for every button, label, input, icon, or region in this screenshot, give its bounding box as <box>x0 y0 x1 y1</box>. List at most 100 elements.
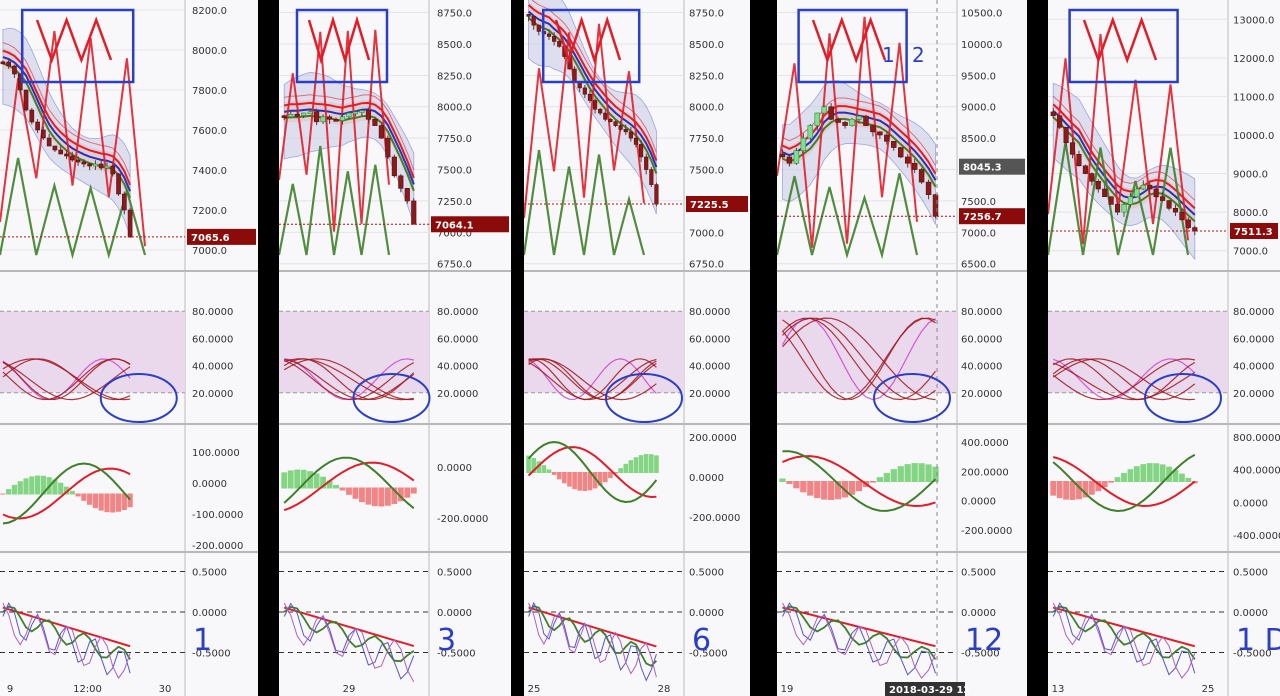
macd-line <box>283 456 415 509</box>
candle <box>281 115 287 119</box>
price-tick-label: 10500.0 <box>961 9 1002 20</box>
price-tick-label: 8750.0 <box>689 9 724 20</box>
price-tick-label: 7500.0 <box>437 166 472 177</box>
macd-tick-label: 100.0000 <box>192 448 240 459</box>
candle <box>1121 204 1127 213</box>
stoch-line <box>1052 358 1196 401</box>
grey-price-label: 8045.3 <box>963 163 1002 174</box>
candle <box>870 125 876 133</box>
annotation-box <box>1068 8 1179 84</box>
stoch-tick-label: 20.0000 <box>1233 389 1274 400</box>
macd-histogram-bar <box>1108 481 1115 483</box>
price-tick-label: 8500.0 <box>961 134 996 145</box>
price-tick-label: 7000.0 <box>192 246 227 257</box>
chart-panel-4[interactable]: 10500.010000.09500.09000.08500.08000.075… <box>777 0 1027 696</box>
candle <box>365 110 371 120</box>
macd-line <box>1052 453 1196 513</box>
macd-tick-label: -200.0000 <box>689 513 740 524</box>
macd-signal-line <box>527 446 657 499</box>
macd-histogram-bar <box>404 487 411 498</box>
candle <box>779 153 786 158</box>
macd-histogram-bar <box>618 468 623 473</box>
osc-tick-label: 0.0000 <box>1233 608 1268 619</box>
macd-histogram-bar <box>333 484 339 489</box>
osc-purple-line <box>528 602 657 678</box>
chart-panel-5[interactable]: 13000.0 12000.0 11000.0 10000.0 9000.0 8000.0… <box>1048 0 1280 696</box>
chart-panel-3[interactable]: 8750.08500.08250.08000.07750.07500.07250… <box>524 0 750 696</box>
candle <box>526 14 531 17</box>
last-price-tag <box>959 208 1025 225</box>
annotation-zigzag <box>554 15 622 65</box>
candle <box>1172 207 1179 213</box>
zigzag-green-line <box>279 145 391 256</box>
candle <box>327 116 333 120</box>
osc-tick-label: -0.5000 <box>1233 649 1272 660</box>
stoch-overbought-zone <box>279 311 429 393</box>
price-tick-label: 7250.0 <box>437 197 472 208</box>
macd-histogram-bar <box>814 481 821 499</box>
last-price-tag <box>1230 222 1278 239</box>
macd-histogram-bar <box>1140 464 1147 482</box>
osc-tick-label: -0.5000 <box>689 649 728 660</box>
candle <box>1069 142 1076 155</box>
osc-tick-label: 0.0000 <box>689 608 724 619</box>
x-tick-label: 25 <box>1202 684 1215 695</box>
annotation-number-label: 1 <box>193 623 212 658</box>
macd-tick-label: -100.0000 <box>192 510 243 521</box>
candle <box>12 65 17 75</box>
macd-tick-label: 400.0000 <box>1233 466 1280 477</box>
macd-histogram-bar <box>371 487 378 507</box>
macd-tick-label: -200.0000 <box>961 526 1012 537</box>
annotation-number-label: 6 <box>692 623 711 658</box>
candle <box>572 68 577 82</box>
candle <box>1089 173 1095 182</box>
stoch-line <box>284 358 415 401</box>
macd-histogram-bar <box>58 482 64 495</box>
candle <box>64 153 69 157</box>
price-tick-label: 11000.0 <box>1233 92 1274 103</box>
x-tick-label: 12:00 <box>73 684 102 695</box>
stoch-tick-label: 40.0000 <box>961 362 1002 373</box>
macd-histogram-bar <box>34 475 41 495</box>
candle <box>1147 184 1153 190</box>
macd-histogram-bar <box>1050 481 1057 496</box>
x-highlight-box <box>885 682 965 696</box>
osc-green-line <box>283 605 415 663</box>
macd-histogram-bar <box>1121 472 1127 482</box>
osc-red-line <box>283 606 415 648</box>
last-price-label: 7225.5 <box>690 200 729 211</box>
candle <box>1082 165 1088 174</box>
macd-histogram-bar <box>300 469 307 489</box>
zigzag-green-line <box>524 149 646 256</box>
macd-histogram-bar <box>1153 463 1160 482</box>
stoch-line <box>2 358 131 401</box>
macd-histogram-bar <box>313 473 320 489</box>
stoch-tick-label: 80.0000 <box>961 307 1002 318</box>
macd-tick-label: 800.0000 <box>1233 433 1280 444</box>
last-price-label: 7256.7 <box>963 212 1002 223</box>
annotation-small-label: 1 <box>882 43 895 67</box>
macd-histogram-bar <box>577 472 583 491</box>
zigzag-red-line <box>0 30 146 247</box>
macd-histogram-bar <box>384 487 391 506</box>
macd-histogram-bar <box>23 478 29 495</box>
candle <box>1102 188 1108 198</box>
macd-histogram-bar <box>643 454 649 473</box>
osc-tick-label: 0.0000 <box>437 608 472 619</box>
candle <box>1153 188 1159 198</box>
candle <box>1076 153 1082 167</box>
macd-line <box>527 440 658 504</box>
candle <box>603 112 608 120</box>
candle <box>29 109 35 123</box>
zigzag-green-line <box>777 173 919 260</box>
macd-line <box>782 450 937 512</box>
chart-panel-2[interactable]: 8750.0 8500.0 8250.0 8000.0 7750.0 7500.0 7250… <box>279 0 511 696</box>
stoch-line <box>528 358 657 401</box>
price-tick-label: 7000.0 <box>689 228 724 239</box>
chart-svg-1: 8200.0 8000.0 7800.0 7600.0 7400.0 7200.0 7000… <box>0 0 258 696</box>
chart-panel-1[interactable]: 8200.0 8000.0 7800.0 7600.0 7400.0 7200.0 7000… <box>0 0 258 696</box>
macd-histogram-bar <box>346 487 352 495</box>
candle <box>877 131 883 136</box>
macd-histogram-bar <box>531 457 536 473</box>
macd-tick-label: -200.0000 <box>192 541 243 552</box>
